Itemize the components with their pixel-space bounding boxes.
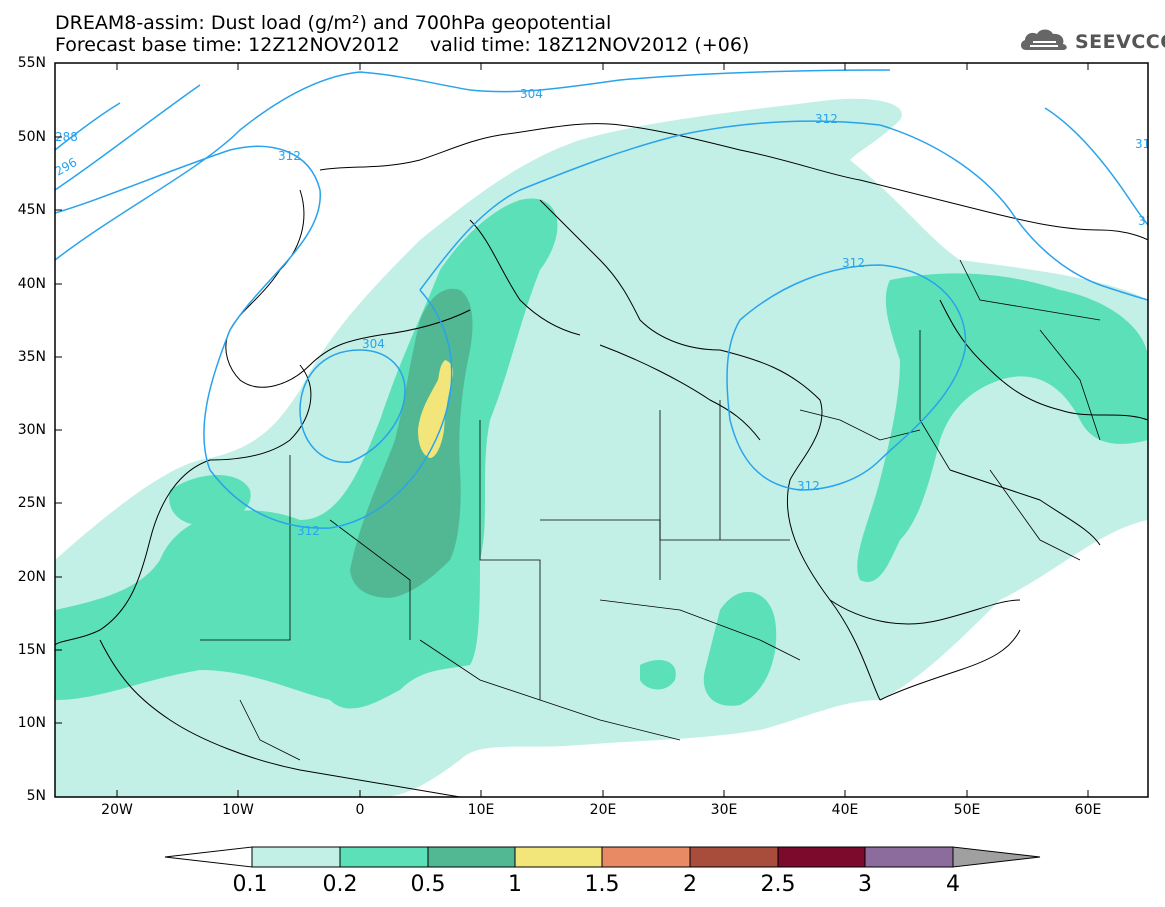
colorbar-bin: [251, 846, 341, 868]
lat-label: 50N: [17, 129, 46, 145]
lon-label: 10W: [222, 802, 254, 818]
contour-312-north: [419, 120, 881, 291]
contour-label: 312: [1135, 137, 1158, 151]
lon-label: 50E: [953, 802, 981, 818]
contour-label: 288: [55, 130, 78, 144]
lon-label: 20E: [589, 802, 617, 818]
lon-label: 20W: [101, 802, 133, 818]
contour-label: 312: [297, 524, 320, 538]
contour-296: [55, 84, 201, 191]
lat-label: 10N: [17, 715, 46, 731]
lat-label: 30N: [17, 422, 46, 438]
colorbar-bin: [689, 846, 779, 868]
contour-label: 312: [278, 149, 301, 163]
contour-288: [55, 102, 121, 151]
colorbar: [164, 846, 1041, 868]
map-title: DREAM8-assim: Dust load (g/m²) and 700hP…: [55, 12, 612, 34]
colorbar-label: 0.2: [322, 872, 358, 897]
lat-label: 45N: [17, 202, 46, 218]
contour-label: 312: [1138, 214, 1161, 228]
colorbar-label: 0.5: [410, 872, 446, 897]
colorbar-label: 1: [508, 872, 522, 897]
colorbar-label: 0.1: [232, 872, 268, 897]
colorbar-label: 4: [946, 872, 960, 897]
lat-label: 35N: [17, 349, 46, 365]
lat-label: 40N: [17, 276, 46, 292]
colorbar-bin: [427, 846, 516, 868]
contour-label: 312: [842, 256, 865, 270]
colorbar-bin: [864, 846, 954, 868]
contour-labels: 288 296 304 312 312 312 304 312 312 312 …: [55, 87, 1161, 538]
colorbar-bin: [601, 846, 691, 868]
contour-312-ne: [879, 124, 1148, 301]
colorbar-label: 2: [683, 872, 697, 897]
dust-shading-peak: [418, 360, 454, 458]
contour-label: 304: [362, 337, 385, 351]
contour-label: 304: [520, 87, 543, 101]
geopotential-contours: [55, 69, 1148, 529]
lat-label: 25N: [17, 495, 46, 511]
colorbar-label: 2.5: [760, 872, 796, 897]
contour-label: 312: [815, 112, 838, 126]
country-borders: [200, 259, 1101, 761]
lat-label: 55N: [17, 55, 46, 71]
colorbar-overflow: [952, 846, 1041, 868]
lon-label: 60E: [1074, 802, 1102, 818]
colorbar-bin: [514, 846, 603, 868]
logo-text: SEEVCCC: [1075, 31, 1165, 53]
contour-312-mideast: [726, 264, 967, 491]
contour-312-west: [55, 145, 453, 529]
lat-label: 5N: [26, 788, 46, 804]
contour-312-far-east: [1044, 107, 1148, 226]
lat-label: 15N: [17, 642, 46, 658]
contour-label: 312: [797, 479, 820, 493]
map-subtitle: Forecast base time: 12Z12NOV2012 valid t…: [55, 34, 750, 56]
colorbar-label: 3: [858, 872, 872, 897]
lon-label: 0: [355, 802, 365, 818]
lon-label: 10E: [467, 802, 495, 818]
colorbar-bin: [339, 846, 429, 868]
lat-label: 20N: [17, 569, 46, 585]
lon-label: 30E: [710, 802, 738, 818]
contour-304-morocco: [299, 349, 406, 463]
dust-shading-light: [55, 98, 1148, 797]
colorbar-label: 1.5: [584, 872, 620, 897]
colorbar-underflow: [164, 846, 253, 868]
axis-ticks: [55, 62, 1089, 797]
lon-label: 40E: [831, 802, 859, 818]
cloud-logo-icon: [1020, 29, 1067, 50]
colorbar-bin: [777, 846, 866, 868]
